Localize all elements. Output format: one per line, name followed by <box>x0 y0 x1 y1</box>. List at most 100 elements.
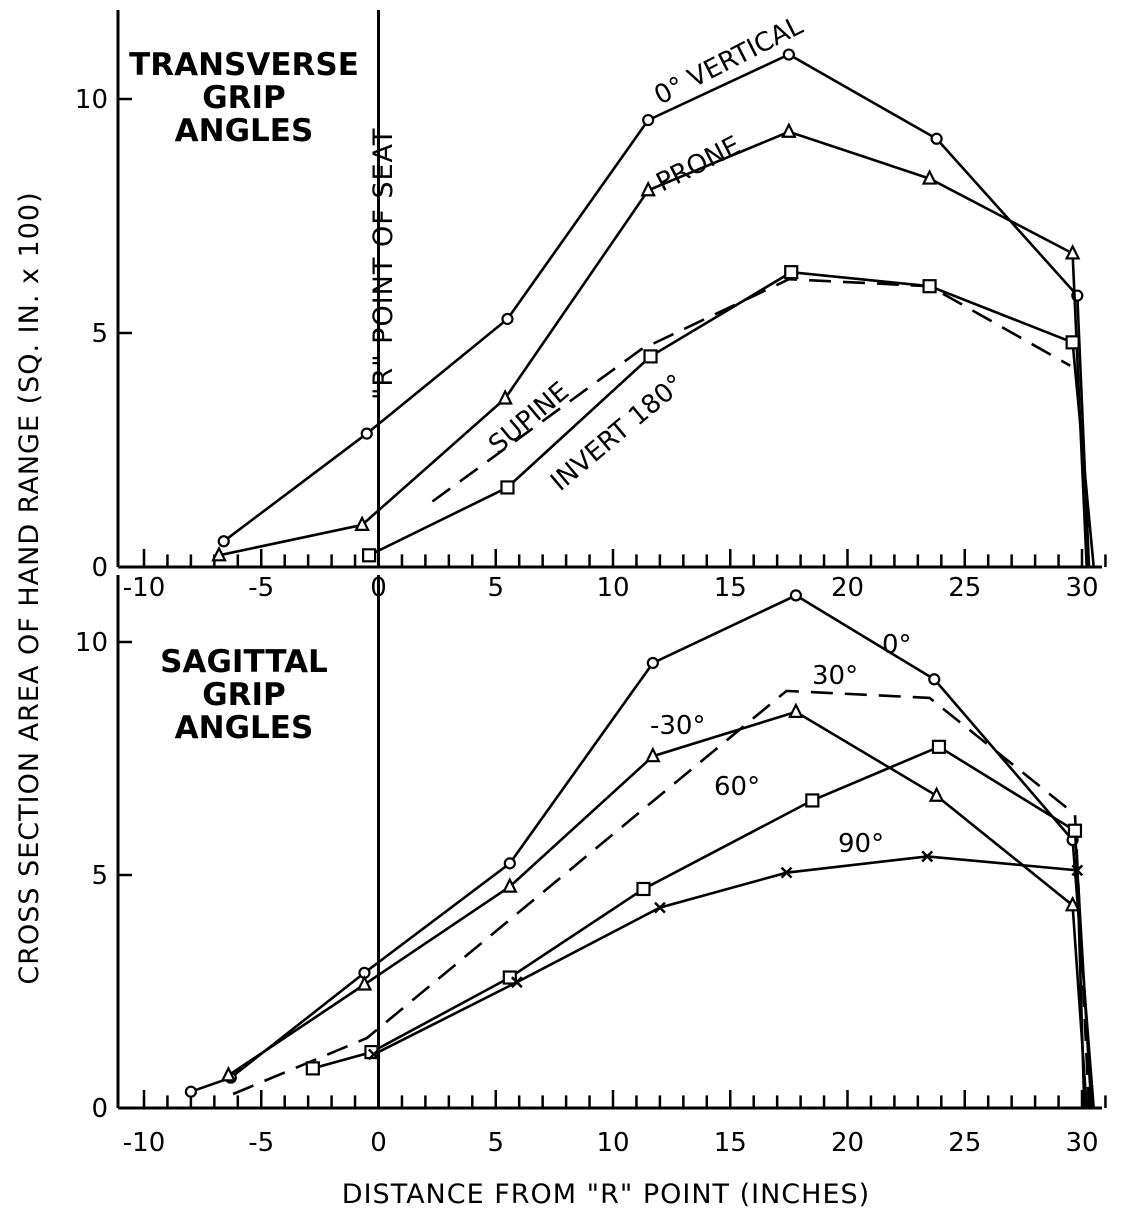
transverse-series-prone-point <box>497 389 513 405</box>
sagittal-series-30-deg-point <box>645 746 661 763</box>
sagittal-series-0-deg-point <box>184 1085 197 1098</box>
y-axis-title: CROSS SECTION AREA OF HAND RANGE (SQ. IN… <box>14 191 45 984</box>
sagittal-series-0-deg-point <box>928 673 941 686</box>
sagittal-panel: -10 -5 0 5 10 15 20 25 30 0 5 10 SAGITTAL GRIP ANGL… <box>75 575 1107 1158</box>
sagittal-series-90-deg-point-stroke-b <box>1071 864 1084 877</box>
transverse-series-prone-line <box>218 130 1088 568</box>
sagittal-y-tick-label: 0 <box>91 1094 108 1124</box>
sagittal-series-90-deg-point <box>654 901 666 914</box>
sagittal-x-tick-label: -5 <box>248 1128 274 1158</box>
series-label-60-deg: 60° <box>714 772 760 802</box>
transverse-series-0-deg-vertical-point <box>642 113 655 127</box>
sagittal-series-60-deg-point <box>502 970 517 985</box>
sagittal-series-90-deg-point <box>921 850 934 863</box>
sagittal-x-tick-label: 20 <box>831 1128 864 1158</box>
transverse-x-tick-label: 5 <box>487 573 504 603</box>
transverse-x-tick-label: 30 <box>1065 573 1098 603</box>
transverse-x-tick-label: -10 <box>123 573 165 603</box>
sagittal-x-tick-label: 25 <box>948 1128 981 1158</box>
sagittal-x-tick-label: 5 <box>487 1128 504 1158</box>
transverse-series-invert-180-deg-point <box>1065 335 1080 350</box>
transverse-x-tick-label: 10 <box>596 573 629 603</box>
sagittal-series-30-deg-point <box>356 975 373 991</box>
sagittal-series-0-deg-point <box>503 857 516 870</box>
transverse-series-0-deg-vertical-point <box>360 427 373 440</box>
reference-line-label: "R" POINT OF SEAT <box>368 128 399 400</box>
transverse-series-prone-point <box>211 545 227 562</box>
sagittal-series-30-deg-point <box>788 702 804 719</box>
sagittal-title-line-2: GRIP <box>202 677 286 713</box>
sagittal-series-30-deg-point <box>928 786 945 802</box>
sagittal-series-0-deg-point <box>646 656 659 670</box>
transverse-series-prone-point <box>1064 243 1081 260</box>
transverse-title-line-3: ANGLES <box>175 113 314 149</box>
series-label-vertical: 0° VERTICAL <box>650 11 809 112</box>
sagittal-y-tick-label: 5 <box>91 861 108 891</box>
sagittal-series-60-deg-point <box>931 739 947 754</box>
transverse-y-tick-label: 5 <box>91 319 108 349</box>
sagittal-series-90-deg-point <box>367 1048 380 1061</box>
transverse-series-invert-180-deg-point <box>362 548 377 563</box>
transverse-x-tick-label: 20 <box>831 573 864 603</box>
transverse-x-tick-label: 25 <box>948 573 981 603</box>
transverse-series-invert-180-deg-point <box>500 480 515 495</box>
transverse-title-line-1: TRANSVERSE <box>129 47 359 83</box>
sagittal-series-30-deg-point <box>502 877 518 893</box>
sagittal-title-line-3: ANGLES <box>175 710 314 746</box>
transverse-series-invert-180-deg-point <box>922 279 937 294</box>
series-label-30-deg: 30° <box>812 661 858 691</box>
sagittal-series-30-deg-line <box>232 689 1091 1109</box>
sagittal-series-90-deg-point <box>510 976 523 989</box>
sagittal-series-60-deg-point <box>636 881 651 897</box>
transverse-y-tick-label: 0 <box>91 553 108 583</box>
transverse-series-prone-point <box>640 180 656 197</box>
transverse-series-0-deg-vertical-point <box>501 312 514 326</box>
transverse-series-prone-point <box>354 515 370 531</box>
x-axis-title: DISTANCE FROM "R" POINT (INCHES) <box>342 1179 870 1210</box>
sagittal-series-90-deg-point <box>1071 864 1084 877</box>
transverse-series-prone-point <box>781 122 797 138</box>
transverse-series-invert-180-deg-point <box>643 349 658 364</box>
transverse-x-tick-label: -5 <box>248 573 274 603</box>
sagittal-y-tick-label: 10 <box>75 628 108 658</box>
series-label-supine: SUPINE <box>483 376 575 460</box>
transverse-series-0-deg-vertical-point <box>782 48 795 61</box>
sagittal-series-0-deg-point <box>789 589 803 602</box>
sagittal-x-tick-label: 15 <box>714 1128 747 1158</box>
sagittal-series-90-deg-line <box>373 855 1086 1109</box>
transverse-series-0-deg-vertical-point <box>217 535 230 548</box>
transverse-title-line-2: GRIP <box>202 80 286 116</box>
sagittal-series-30-deg-line <box>227 710 1088 1109</box>
transverse-series-0-deg-vertical-line <box>222 53 1091 568</box>
sagittal-series-90-deg-point-stroke-b <box>921 850 934 863</box>
sagittal-series-90-deg-point-stroke-b <box>367 1048 380 1061</box>
transverse-series-invert-180-deg-point <box>784 265 799 280</box>
sagittal-series-60-deg-line <box>312 745 1093 1109</box>
sagittal-x-tick-label: 30 <box>1065 1128 1098 1158</box>
sagittal-x-tick-label: 0 <box>370 1128 387 1158</box>
series-label-90-deg: 90° <box>838 829 884 859</box>
series-label-0-deg: 0° <box>882 630 912 660</box>
transverse-series-0-deg-vertical-point <box>930 132 943 145</box>
sagittal-series-90-deg-point <box>780 866 793 879</box>
sagittal-x-tick-label: -10 <box>123 1128 165 1158</box>
sagittal-title-line-1: SAGITTAL <box>160 644 328 680</box>
sagittal-series-90-deg-point-stroke-b <box>654 901 666 914</box>
transverse-series-prone-point <box>921 169 938 185</box>
sagittal-series-60-deg-point <box>305 1061 320 1076</box>
sagittal-series-30-deg-point <box>1064 895 1081 912</box>
transverse-y-tick-label: 10 <box>75 85 108 115</box>
sagittal-series-90-deg-point-stroke-b <box>780 866 793 879</box>
series-label-minus-30-deg: -30° <box>650 711 705 741</box>
sagittal-plot-content: -10 -5 0 5 10 15 20 25 30 0 5 10 <box>75 575 1107 1158</box>
sagittal-series-60-deg-point <box>805 793 820 808</box>
sagittal-series-60-deg-point <box>1067 823 1083 838</box>
sagittal-series-30-deg-point <box>220 1065 237 1082</box>
sagittal-series-90-deg-point-stroke-b <box>510 976 523 989</box>
transverse-x-tick-label: 15 <box>714 573 747 603</box>
sagittal-x-tick-label: 10 <box>596 1128 629 1158</box>
series-label-prone: PRONE <box>652 131 746 199</box>
